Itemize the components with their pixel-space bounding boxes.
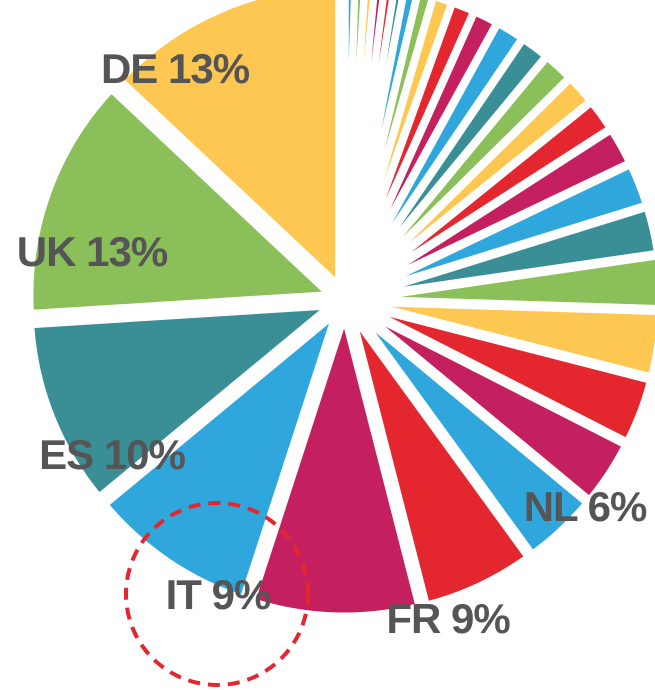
slice-category: DE [101,45,157,92]
slice [27,302,334,501]
slice [357,203,655,300]
slice-label: NL 6% [524,483,647,530]
labels: NL 6%FR 9%IT 9%ES 10%UK 13%DE 13% [17,45,648,642]
slices [26,0,655,620]
slice-value-label: 10% [104,431,186,478]
slice-value-label: 9% [212,571,271,618]
slice [101,309,340,603]
slice-category: FR [386,595,441,642]
slice-label: IT 9% [166,571,271,618]
slice-value-label: 9% [451,595,510,642]
slice [356,302,655,446]
highlight-circle [124,501,310,687]
slice [342,0,368,288]
slice [357,252,655,312]
slice-label: UK 13% [17,228,168,275]
slice-category: NL [524,483,578,530]
slice [26,85,334,317]
slice-label: FR 9% [386,595,510,642]
slice [354,305,630,504]
slice-category: IT [166,571,203,618]
slice [352,308,591,558]
slice-value-label: 6% [588,483,647,530]
slice-value-label: 13% [86,228,168,275]
slice [116,0,343,289]
slice-label: ES 10% [39,431,185,478]
slice-category: ES [39,431,93,478]
slice [357,298,655,381]
slice-label: DE 13% [101,45,250,92]
slice [348,310,532,609]
slice [248,312,423,620]
slice-category: UK [17,228,76,275]
slice-value-label: 13% [168,45,250,92]
